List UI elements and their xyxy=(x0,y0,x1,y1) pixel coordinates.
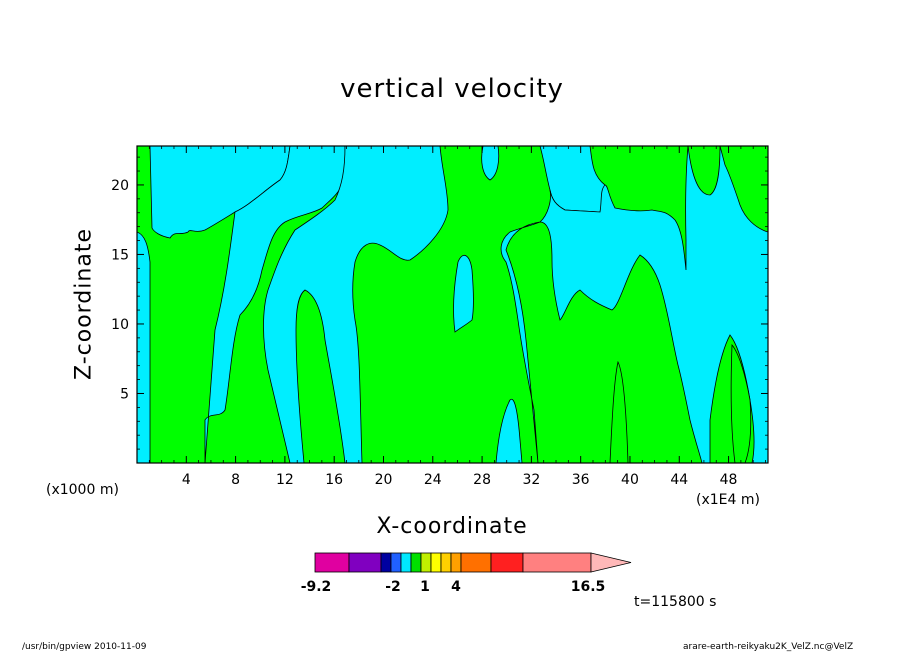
colorbar-segment xyxy=(440,552,452,573)
time-label: t=115800 s xyxy=(634,594,717,610)
colorbar-segment xyxy=(420,552,432,573)
colorbar-segment xyxy=(348,552,382,573)
plot-frame xyxy=(136,145,769,464)
colorbar-segment xyxy=(400,552,412,573)
footer-right: arare-earth-reikyaku2K_VelZ.nc@VelZ xyxy=(683,642,854,652)
colorbar-label: -9.2 xyxy=(301,579,332,595)
colorbar-arrow xyxy=(590,552,632,573)
colorbar-segment xyxy=(380,552,392,573)
x-tick-label: 16 xyxy=(325,472,343,488)
colorbar-segment xyxy=(390,552,402,573)
x-tick-label: 36 xyxy=(572,472,590,488)
y-tick-label: 15 xyxy=(111,247,129,263)
x-tick-label: 44 xyxy=(670,472,688,488)
colorbar-label: 16.5 xyxy=(571,579,606,595)
colorbar-label: 4 xyxy=(451,579,461,595)
x-tick-label: 24 xyxy=(424,472,442,488)
x-tick-label: 32 xyxy=(522,472,540,488)
colorbar-segment xyxy=(450,552,462,573)
colorbar-label: -2 xyxy=(385,579,401,595)
negative-region xyxy=(500,146,768,463)
x-tick-label: 20 xyxy=(375,472,393,488)
colorbar-segment xyxy=(460,552,492,573)
y-axis-unit: (x1000 m) xyxy=(46,482,119,498)
footer-left: /usr/bin/gpview 2010-11-09 xyxy=(22,642,147,652)
positive-region-inner xyxy=(730,343,752,463)
x-tick-label: 28 xyxy=(473,472,491,488)
chart-title: vertical velocity xyxy=(340,74,564,104)
y-tick-label: 10 xyxy=(111,317,129,333)
colorbar: -9.2 -2 1 4 16.5 xyxy=(301,552,632,595)
negative-region xyxy=(263,146,449,463)
x-tick-label: 48 xyxy=(720,472,738,488)
contour-field xyxy=(137,146,768,463)
y-tick-label: 5 xyxy=(120,386,129,402)
y-tick-label: 20 xyxy=(111,178,129,194)
positive-region-inner xyxy=(719,146,768,233)
x-tick-label: 8 xyxy=(231,472,240,488)
colorbar-label: 1 xyxy=(420,579,430,595)
positive-region-inner xyxy=(609,360,629,463)
x-tick-label: 12 xyxy=(276,472,294,488)
y-ticks: 5 10 15 20 xyxy=(111,156,768,450)
x-tick-label: 4 xyxy=(182,472,191,488)
positive-region-inner xyxy=(687,146,721,196)
colorbar-segment xyxy=(410,552,422,573)
colorbar-segment xyxy=(490,552,524,573)
colorbar-segment xyxy=(522,552,592,573)
x-axis-label: X-coordinate xyxy=(376,514,528,539)
negative-region xyxy=(481,146,500,181)
negative-region xyxy=(495,398,523,463)
x-ticks: 4 8 12 16 20 24 28 32 36 40 44 48 xyxy=(148,146,766,488)
negative-region xyxy=(204,146,346,463)
negative-region xyxy=(137,231,151,463)
x-axis-unit: (x1E4 m) xyxy=(696,492,760,508)
colorbar-segment xyxy=(430,552,442,573)
x-tick-label: 40 xyxy=(621,472,639,488)
negative-region xyxy=(453,254,474,333)
colorbar-segment xyxy=(314,552,350,573)
